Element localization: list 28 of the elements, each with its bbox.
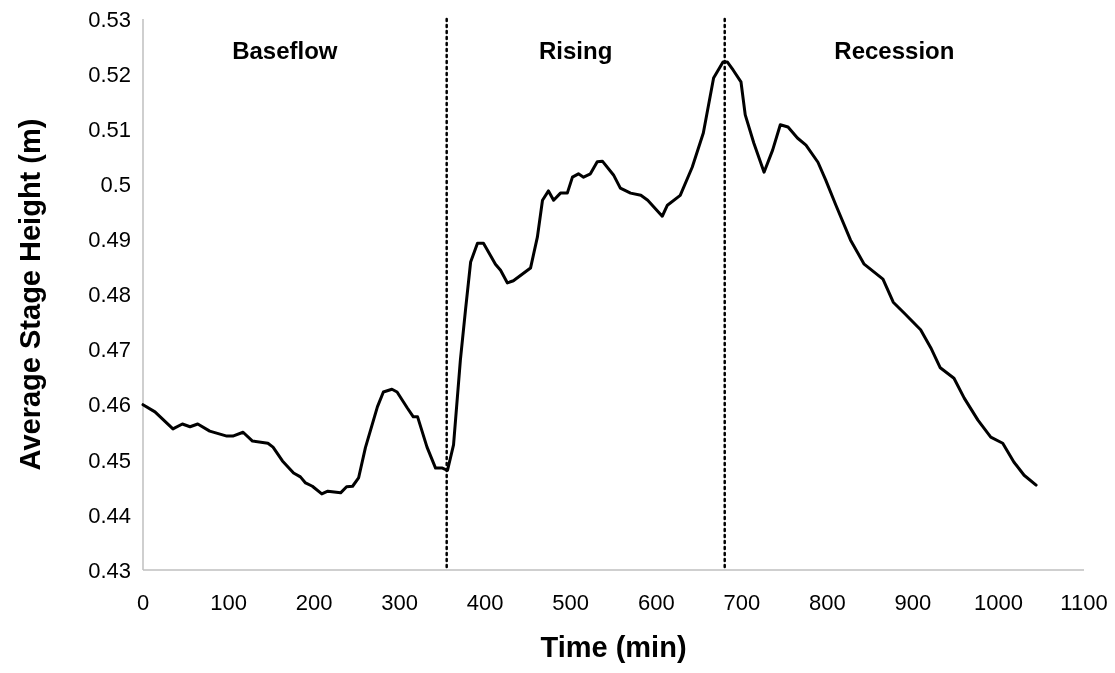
y-tick-label: 0.44: [88, 502, 131, 528]
y-tick-label: 0.51: [88, 116, 131, 142]
x-tick-label: 600: [637, 590, 675, 615]
x-tick-label: 800: [809, 590, 846, 615]
y-tick-label: 0.46: [88, 392, 131, 418]
x-tick-label: 300: [381, 590, 418, 615]
x-tick-label: 100: [210, 590, 247, 615]
y-tick-label: 0.43: [88, 557, 131, 583]
x-tick-label: 900: [894, 590, 932, 615]
y-axis-title: Average Stage Height (m): [14, 118, 46, 471]
x-tick-label: 500: [552, 590, 590, 615]
x-tick-label: 400: [466, 590, 504, 615]
annotation: Baseflow: [232, 37, 338, 64]
y-tick-label: 0.53: [88, 6, 131, 32]
y-tick-label: 0.45: [88, 447, 131, 473]
annotation: Recession: [834, 37, 955, 64]
y-tick-label: 0.5: [100, 172, 131, 197]
x-tick-label: 1000: [973, 590, 1023, 615]
y-tick-label: 0.48: [88, 282, 131, 308]
annotation: Rising: [539, 37, 613, 64]
y-tick-label: 0.52: [88, 61, 131, 87]
y-tick-label: 0.49: [88, 227, 131, 253]
x-tick-label: 200: [295, 590, 333, 615]
x-tick-label: 1100: [1060, 590, 1108, 615]
y-tick-label: 0.47: [88, 337, 131, 363]
x-tick-label: 700: [723, 590, 761, 615]
x-tick-label: 0: [136, 590, 150, 615]
x-axis-title: Time (min): [540, 631, 687, 663]
